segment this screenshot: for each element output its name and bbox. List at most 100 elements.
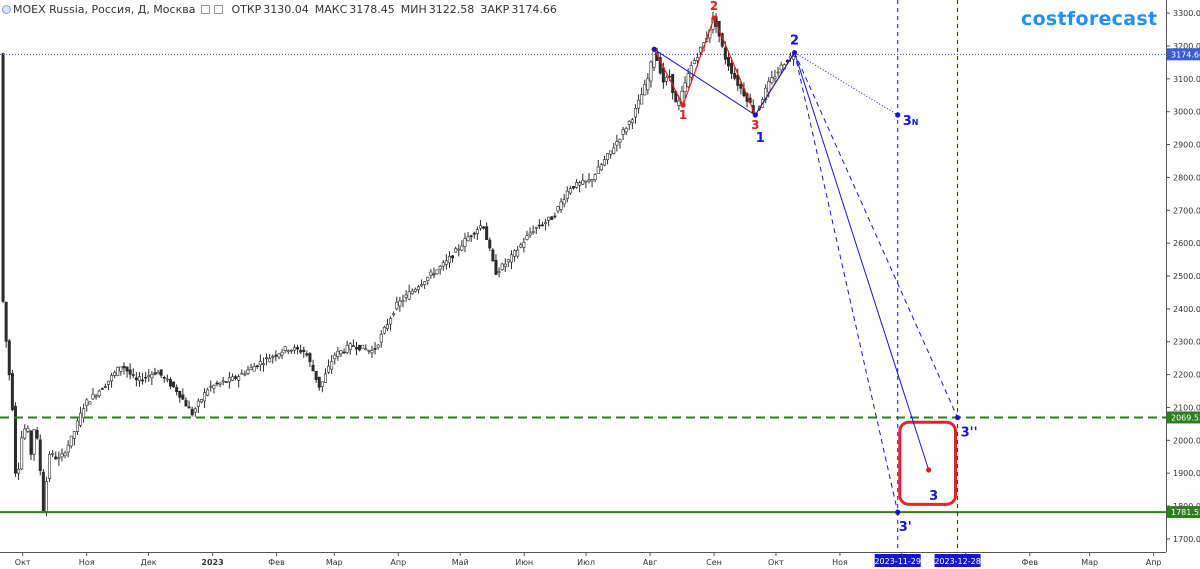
date-marker-label: 2023-12-28 bbox=[934, 557, 981, 566]
candle-body bbox=[677, 100, 681, 106]
candle-body bbox=[779, 64, 783, 71]
blue-wave-label: 2 bbox=[790, 34, 799, 49]
open-value: 3130.04 bbox=[263, 2, 309, 16]
y-tick-label: 2100.00 bbox=[1173, 403, 1200, 412]
candle-body bbox=[649, 61, 653, 82]
candle-body bbox=[261, 363, 265, 365]
symbol-icon bbox=[2, 4, 11, 14]
candle-body bbox=[57, 457, 61, 460]
brand-logo: costforecast bbox=[1021, 8, 1158, 30]
projection-label: 3' bbox=[899, 520, 912, 535]
candle-body bbox=[181, 394, 185, 400]
candle-body bbox=[4, 301, 8, 342]
support-level-label: 1781.52 bbox=[1171, 508, 1200, 517]
candle-body bbox=[664, 76, 668, 82]
candle-body bbox=[252, 366, 256, 372]
candle-body bbox=[203, 392, 207, 402]
settings-icon[interactable] bbox=[201, 4, 211, 14]
candle-body bbox=[423, 281, 427, 285]
close-value: 3174.66 bbox=[511, 2, 557, 16]
candle-body bbox=[134, 377, 138, 381]
candle-body bbox=[323, 373, 327, 383]
projection-label: 3 bbox=[929, 489, 938, 504]
blue-wave-point bbox=[651, 46, 657, 52]
candle-body bbox=[509, 254, 513, 263]
candle-body bbox=[432, 273, 436, 276]
y-tick-label: 2700.00 bbox=[1173, 206, 1200, 215]
visibility-icon[interactable] bbox=[214, 4, 224, 14]
candle-body bbox=[178, 390, 182, 398]
projection-line bbox=[794, 52, 930, 471]
x-tick-label: Окт bbox=[15, 558, 31, 567]
x-tick-label: Сен bbox=[706, 558, 722, 567]
y-tick-label: 3100.00 bbox=[1173, 75, 1200, 84]
candle-body bbox=[110, 375, 114, 382]
candle-body bbox=[243, 373, 247, 376]
candle-body bbox=[451, 255, 455, 259]
candle-body bbox=[482, 226, 486, 229]
candle-body bbox=[29, 430, 33, 455]
candle-body bbox=[596, 166, 600, 174]
y-tick-label: 2600.00 bbox=[1173, 239, 1200, 248]
candle-body bbox=[265, 357, 269, 359]
candle-body bbox=[91, 393, 95, 400]
support-level-badge bbox=[1167, 506, 1200, 519]
candle-body bbox=[630, 119, 634, 124]
candle-body bbox=[361, 344, 365, 349]
candle-body bbox=[44, 481, 48, 513]
candle-body bbox=[441, 262, 445, 267]
candle-body bbox=[457, 248, 461, 251]
candle-body bbox=[172, 381, 176, 388]
x-tick-label: Фев bbox=[1022, 558, 1039, 567]
candle-body bbox=[367, 349, 371, 352]
blue-wave-point bbox=[792, 50, 797, 55]
candle-body bbox=[519, 244, 523, 248]
candle-body bbox=[426, 276, 430, 281]
candle-body bbox=[358, 344, 362, 351]
candle-body bbox=[525, 235, 529, 240]
candle-body bbox=[215, 382, 219, 385]
candle-body bbox=[584, 180, 588, 183]
candle-body bbox=[429, 271, 433, 276]
candle-body bbox=[342, 351, 346, 354]
y-tick-label: 2300.00 bbox=[1173, 338, 1200, 347]
current-price-badge bbox=[1167, 48, 1200, 61]
candle-body bbox=[17, 469, 21, 474]
candle-body bbox=[75, 420, 79, 432]
candle-body bbox=[339, 350, 343, 355]
candle-body bbox=[94, 395, 98, 398]
high-label: МАКС bbox=[314, 2, 348, 16]
candle-body bbox=[528, 232, 532, 236]
candle-body bbox=[491, 249, 495, 262]
candle-body bbox=[689, 65, 693, 78]
candle-body bbox=[389, 318, 393, 325]
candle-body bbox=[578, 182, 582, 186]
candle-body bbox=[401, 300, 405, 303]
candle-body bbox=[413, 288, 417, 292]
candles bbox=[1, 11, 796, 517]
close-label: ЗАКР bbox=[480, 2, 510, 16]
candle-body bbox=[531, 231, 535, 234]
candle-body bbox=[60, 453, 64, 458]
candle-body bbox=[416, 286, 420, 291]
x-tick-label: Окт bbox=[768, 558, 784, 567]
x-tick-label: Мар bbox=[326, 558, 343, 567]
symbol-title[interactable]: MOEX Russia, Россия, Д, Москва bbox=[13, 2, 196, 16]
candle-body bbox=[547, 216, 551, 221]
candle-body bbox=[571, 186, 575, 189]
candle-body bbox=[590, 179, 594, 182]
candle-body bbox=[308, 353, 312, 363]
candle-body bbox=[351, 345, 355, 347]
candle-body bbox=[113, 372, 117, 376]
candle-body bbox=[255, 365, 259, 368]
candle-body bbox=[106, 380, 110, 385]
y-tick-label: 3000.00 bbox=[1173, 108, 1200, 117]
high-value: 3178.45 bbox=[349, 2, 395, 16]
candle-body bbox=[69, 435, 73, 447]
candle-body bbox=[150, 374, 154, 379]
candle-body bbox=[395, 301, 399, 310]
candle-body bbox=[435, 269, 439, 275]
candle-body bbox=[726, 56, 730, 67]
candle-body bbox=[382, 326, 386, 334]
